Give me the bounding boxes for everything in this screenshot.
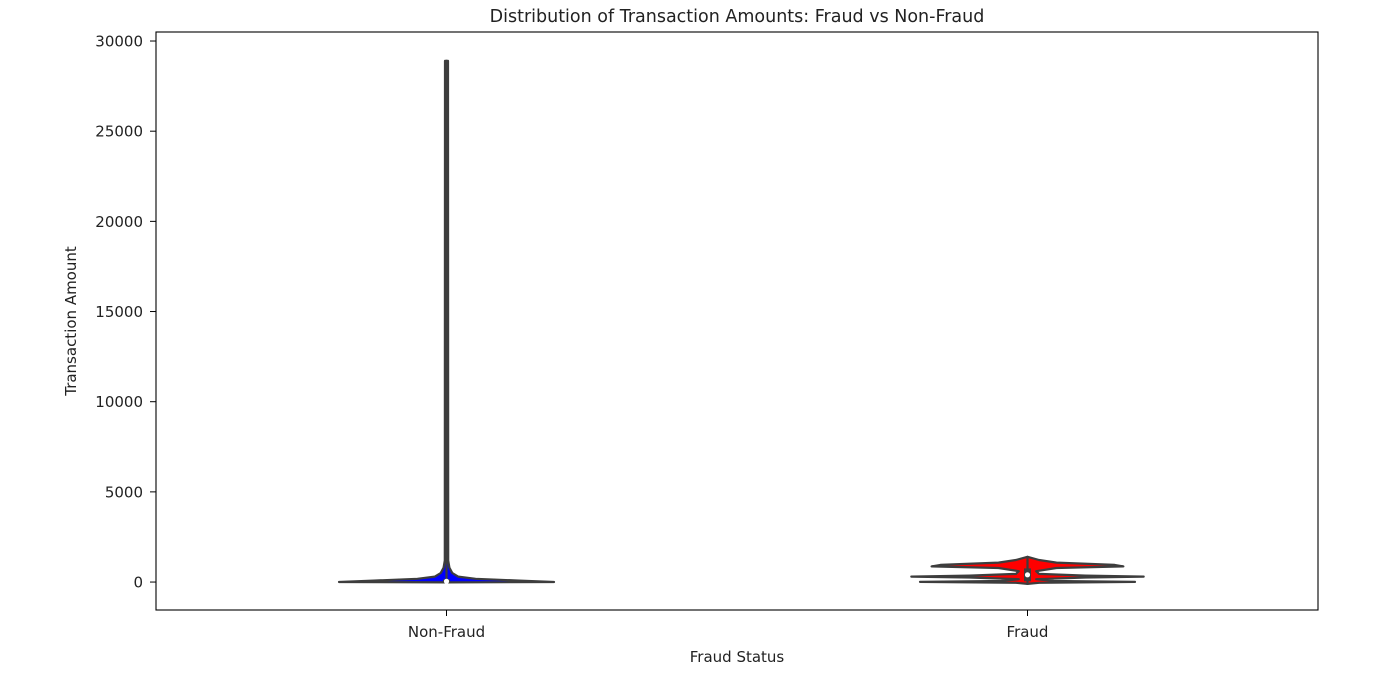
y-tick-label: 0 <box>133 574 143 592</box>
plot-frame <box>155 31 1319 611</box>
y-axis-label: Transaction Amount <box>62 246 80 397</box>
y-tick-label: 25000 <box>95 123 143 141</box>
violins-layer <box>337 59 1145 585</box>
violin-median-point <box>1024 572 1031 578</box>
y-tick-label: 30000 <box>95 33 143 51</box>
x-axis: Non-Fraud Fraud <box>408 610 1049 641</box>
y-tick-label: 10000 <box>95 393 143 411</box>
y-tick-label: 15000 <box>95 303 143 321</box>
chart-title: Distribution of Transaction Amounts: Fra… <box>490 7 985 27</box>
y-tick-label: 20000 <box>95 213 143 231</box>
y-axis: 0 5000 10000 15000 20000 25000 30000 <box>95 33 156 592</box>
x-axis-label: Fraud Status <box>690 648 785 666</box>
x-tick-label: Fraud <box>1007 623 1049 641</box>
y-tick-label: 5000 <box>105 483 143 501</box>
x-tick-label: Non-Fraud <box>408 623 485 641</box>
violin-median-point <box>443 578 450 584</box>
